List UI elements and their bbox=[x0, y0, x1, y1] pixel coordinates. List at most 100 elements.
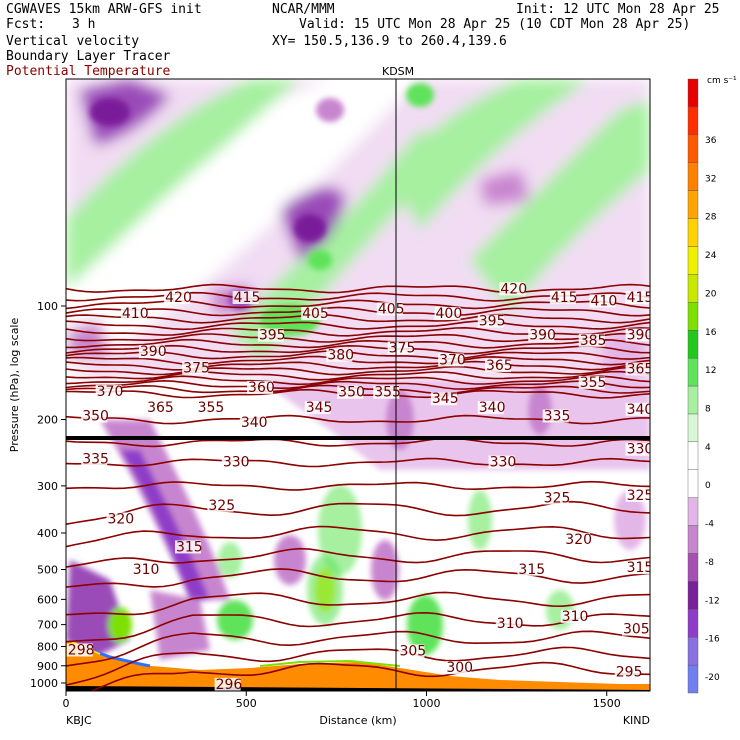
colorbar-cell bbox=[687, 525, 699, 554]
colorbar-tick-label: 32 bbox=[705, 174, 716, 184]
theta-label: 365 bbox=[147, 400, 174, 416]
theta-label: 370 bbox=[439, 352, 466, 368]
theta-label-bg bbox=[232, 291, 259, 305]
y-tick-label: 300 bbox=[37, 480, 58, 493]
theta-label: 420 bbox=[165, 290, 192, 306]
theta-label-bg bbox=[120, 307, 147, 321]
theta-label: 330 bbox=[223, 455, 250, 471]
theta-label-bg bbox=[542, 491, 569, 505]
theta-line bbox=[66, 338, 650, 349]
theta-label-bg bbox=[387, 341, 414, 355]
theta-label: 320 bbox=[107, 511, 134, 527]
station-mid-label: KDSM bbox=[382, 65, 415, 78]
theta-label: 310 bbox=[133, 562, 160, 578]
theta-label: 410 bbox=[591, 293, 618, 309]
colorbar-cell bbox=[687, 469, 699, 498]
colorbar-cell bbox=[687, 134, 699, 163]
theta-label-bg bbox=[517, 562, 544, 576]
theta-label: 295 bbox=[616, 664, 643, 680]
theta-label: 405 bbox=[302, 306, 329, 322]
colorbar-cell bbox=[687, 664, 699, 694]
theta-line bbox=[66, 457, 650, 468]
y-tick-label: 500 bbox=[37, 564, 58, 577]
theta-label-bg bbox=[625, 402, 650, 416]
theta-label: 365 bbox=[627, 361, 654, 377]
theta-label-bg bbox=[164, 291, 191, 305]
theta-label-bg bbox=[625, 291, 650, 305]
theta-label-bg bbox=[560, 609, 587, 623]
colorbar-tick-label: 8 bbox=[705, 405, 711, 415]
theta-label: 335 bbox=[82, 451, 109, 467]
theta-label: 400 bbox=[436, 306, 463, 322]
theta-line bbox=[66, 365, 650, 376]
theta-label: 350 bbox=[338, 385, 365, 401]
theta-line bbox=[66, 379, 650, 390]
colorbar-cell bbox=[687, 106, 699, 136]
y-tick-label: 700 bbox=[37, 619, 58, 632]
y-tick-label: 800 bbox=[37, 640, 58, 653]
plot-area: 420 415 410 405 405 400 420 415 410 415 395 395 390 3… bbox=[66, 79, 654, 691]
colorbar-tick-label: 4 bbox=[705, 443, 711, 453]
theta-labels: 420 415 410 405 405 400 420 415 410 415 395 395 390 3… bbox=[66, 281, 654, 691]
theta-label: 355 bbox=[580, 375, 607, 391]
theta-label: 330 bbox=[627, 442, 654, 458]
y-tick-label: 400 bbox=[37, 527, 58, 540]
theta-label-bg bbox=[625, 561, 650, 575]
theta-label-bg bbox=[578, 375, 605, 389]
theta-label: 375 bbox=[389, 340, 416, 356]
theta-label-bg bbox=[95, 384, 122, 398]
x-axis: 0 500 1000 1500 bbox=[63, 691, 621, 710]
theta-label-bg bbox=[257, 328, 284, 342]
theta-label: 340 bbox=[241, 415, 268, 431]
colorbar-tick-label: 12 bbox=[705, 366, 716, 376]
plot-frame bbox=[65, 78, 651, 692]
theta-label: 345 bbox=[306, 400, 333, 416]
theta-line bbox=[66, 611, 650, 643]
theta-label: 298 bbox=[68, 642, 95, 658]
theta-line bbox=[66, 360, 650, 371]
theta-label: 360 bbox=[248, 380, 275, 396]
field-potential-temperature: Potential Temperature bbox=[6, 64, 171, 79]
colorbar-tick-label: 24 bbox=[705, 251, 717, 261]
theta-label: 355 bbox=[374, 385, 401, 401]
theta-label-bg bbox=[398, 644, 425, 658]
theta-label: 325 bbox=[627, 488, 654, 504]
y-tick-label: 1000 bbox=[30, 677, 58, 690]
station-right-label: KIND bbox=[623, 714, 650, 727]
x-axis-title: Distance (km) bbox=[319, 714, 396, 727]
theta-label: 390 bbox=[140, 344, 167, 360]
theta-label-bg bbox=[625, 362, 650, 376]
theta-label-bg bbox=[247, 380, 274, 394]
theta-label: 365 bbox=[486, 358, 513, 374]
colorbar-tick-label: -4 bbox=[705, 520, 714, 530]
theta-line bbox=[66, 568, 650, 588]
colorbar-cell bbox=[687, 329, 699, 359]
theta-line bbox=[66, 646, 650, 686]
theta-label: 325 bbox=[208, 498, 235, 514]
theta-label-bg bbox=[66, 643, 93, 657]
theta-label-bg bbox=[625, 488, 650, 502]
theta-label-bg bbox=[81, 452, 108, 466]
theta-label: 370 bbox=[97, 384, 124, 400]
colorbar-unit: cm s⁻¹ bbox=[707, 76, 737, 86]
theta-label-bg bbox=[477, 314, 504, 328]
theta-label-bg bbox=[326, 348, 353, 362]
colorbar-cell bbox=[687, 385, 699, 415]
theta-label: 355 bbox=[198, 400, 225, 416]
theta-label-bg bbox=[373, 385, 400, 399]
theta-line bbox=[66, 630, 650, 667]
colorbar-tick-label: 36 bbox=[705, 136, 717, 146]
field-boundary-layer-tracer: Boundary Layer Tracer bbox=[6, 49, 171, 64]
theta-line bbox=[89, 661, 650, 691]
theta-label-bg bbox=[146, 401, 173, 415]
theta-line bbox=[66, 320, 650, 331]
fcst-label: Fcst: bbox=[6, 17, 46, 32]
model-title: CGWAVES 15km ARW-GFS init bbox=[6, 2, 202, 17]
theta-label: 320 bbox=[565, 532, 592, 548]
colorbar: 36 32 28 24 20 16 12 8 4 0 -4 -8 -12 -16 -20 bbox=[687, 78, 720, 694]
theta-label-bg bbox=[221, 455, 248, 469]
theta-label-bg bbox=[438, 353, 465, 367]
colorbar-cell bbox=[687, 274, 699, 303]
colorbar-cell bbox=[687, 497, 699, 526]
